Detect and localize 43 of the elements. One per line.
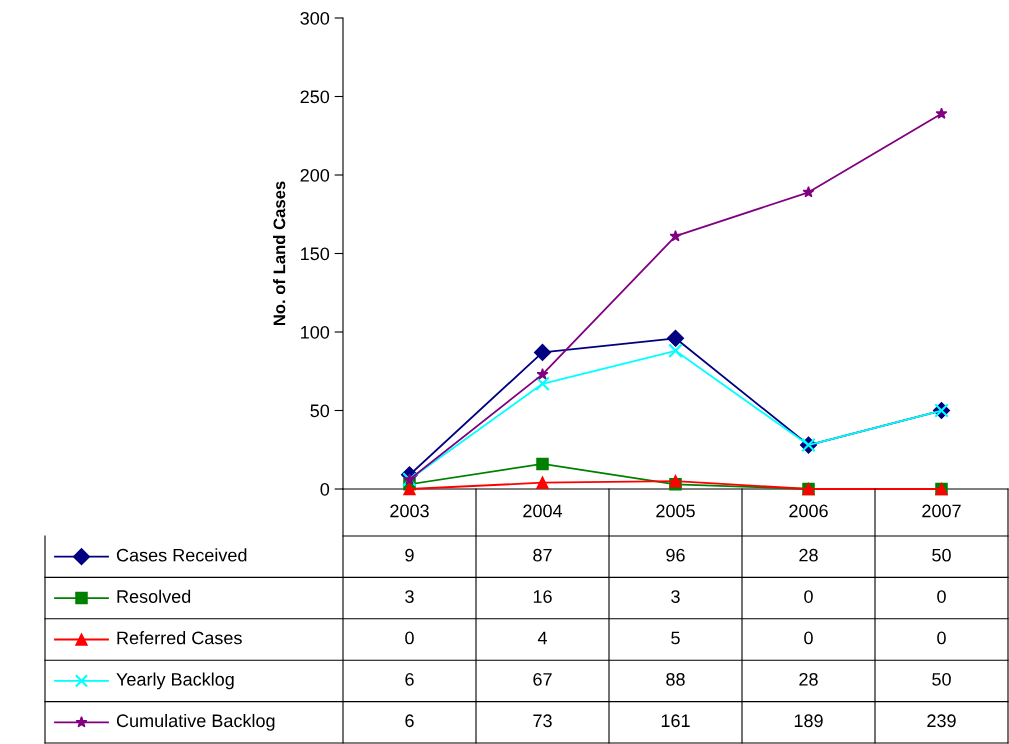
data-label: 73 bbox=[533, 714, 552, 728]
data-label: 6 bbox=[405, 714, 414, 728]
data-label: 67 bbox=[533, 672, 552, 686]
data-label: 6 bbox=[405, 672, 414, 686]
x-tick-label: 2006 bbox=[789, 504, 828, 518]
y-tick-label: 250 bbox=[300, 90, 330, 104]
y-tick-label: 300 bbox=[300, 11, 330, 25]
x-tick-label: 2007 bbox=[922, 504, 961, 518]
data-label: 0 bbox=[804, 590, 813, 603]
data-label: 28 bbox=[799, 672, 818, 686]
data-label: 50 bbox=[932, 672, 951, 686]
data-label: 50 bbox=[932, 548, 951, 562]
x-tick-label: 2003 bbox=[390, 504, 429, 518]
y-tick-label: 0 bbox=[320, 482, 330, 496]
data-label: 16 bbox=[533, 590, 552, 603]
data-label: 3 bbox=[671, 590, 680, 603]
y-tick-label: 50 bbox=[310, 404, 330, 418]
data-label: 0 bbox=[937, 590, 946, 603]
data-label: 87 bbox=[533, 548, 552, 562]
legend-label: Referred Cases bbox=[117, 631, 242, 645]
data-label: 96 bbox=[666, 548, 685, 562]
legend-label: Cases Received bbox=[116, 548, 247, 562]
data-label: 0 bbox=[804, 631, 813, 645]
legend-label: Resolved bbox=[117, 589, 191, 603]
data-label: 0 bbox=[405, 631, 414, 645]
y-axis-title: No. of Land Cases bbox=[273, 181, 286, 326]
legend-label: Yearly Backlog bbox=[116, 672, 234, 690]
y-tick-label: 100 bbox=[301, 325, 330, 339]
data-label: 28 bbox=[799, 548, 818, 562]
y-tick-label: 200 bbox=[300, 168, 330, 182]
x-tick-label: 2005 bbox=[656, 504, 695, 518]
data-label: 0 bbox=[937, 631, 946, 645]
x-tick-label: 2004 bbox=[523, 504, 563, 518]
data-label: 4 bbox=[537, 631, 547, 645]
data-label: 5 bbox=[671, 631, 680, 645]
data-label: 3 bbox=[405, 590, 414, 603]
legend-label: Cumulative Backlog bbox=[116, 713, 275, 731]
y-tick-label: 150 bbox=[301, 247, 330, 261]
data-label: 161 bbox=[661, 714, 690, 728]
data-label: 9 bbox=[405, 548, 414, 562]
data-label: 189 bbox=[794, 714, 823, 728]
data-label: 239 bbox=[927, 714, 956, 728]
data-label: 88 bbox=[666, 672, 685, 686]
